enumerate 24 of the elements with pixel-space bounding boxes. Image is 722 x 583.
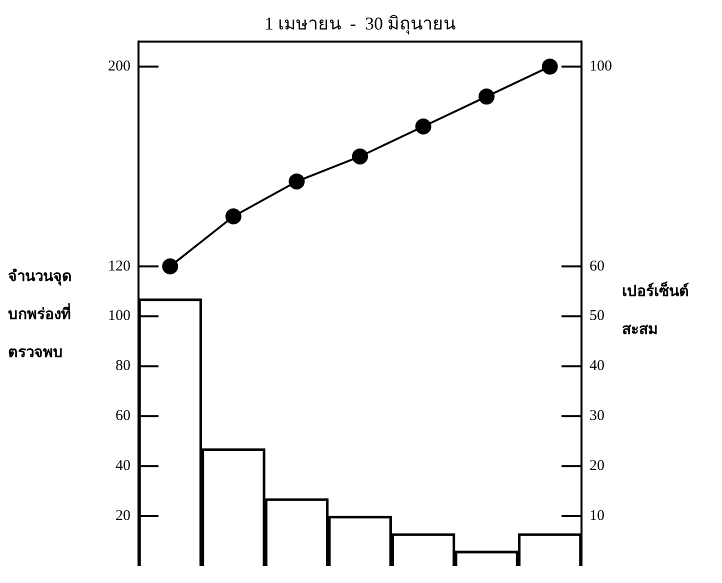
point	[288, 173, 305, 190]
y-tick-label: 60	[116, 408, 130, 424]
y-tick-label: 100	[108, 308, 130, 324]
y2-tick-label: 100	[590, 58, 612, 75]
y2-tick-label: 10	[590, 508, 604, 524]
point	[478, 88, 495, 105]
y2-tick-label: 30	[590, 408, 604, 424]
y2-tick-label: 50	[590, 308, 604, 324]
point	[225, 208, 242, 224]
point	[415, 118, 432, 135]
text: เปอร์เซ็นต์สะสม	[622, 284, 689, 338]
y2-tick-label: 40	[590, 358, 604, 374]
y-tick-label: 80	[116, 358, 130, 374]
y2-tick-label: 20	[590, 458, 604, 474]
y-tick-label: 20	[116, 508, 130, 524]
text: จำนวนจุดบกพร่องที่ตรวจพบ	[8, 269, 72, 361]
point	[162, 258, 178, 274]
y-tick-label: 120	[108, 258, 130, 274]
y2-tick-label: 60	[590, 258, 604, 274]
chart-title: 1 เมษายน - 30 มิถุนายน	[264, 14, 456, 35]
point	[352, 148, 368, 164]
y-tick-label: 40	[116, 458, 130, 474]
point	[542, 58, 558, 75]
y-tick-label: 200	[108, 58, 130, 75]
